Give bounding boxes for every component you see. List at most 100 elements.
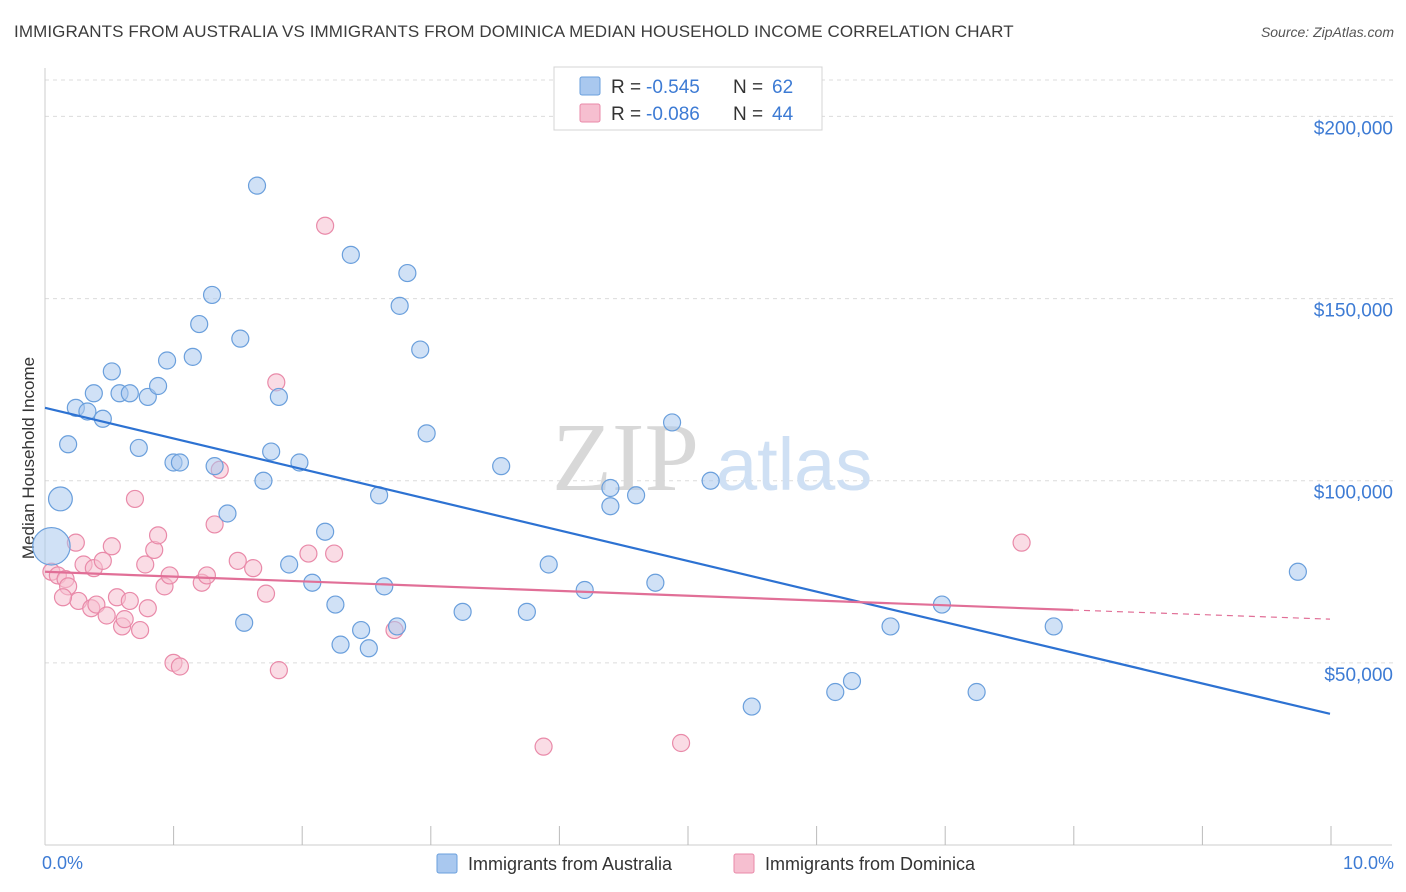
australia-point: [492, 457, 511, 476]
y-tick-label-1: $100,000: [1314, 483, 1393, 504]
dominica-point: [244, 559, 263, 578]
australia-point: [662, 413, 682, 432]
australia-point: [59, 435, 78, 454]
dominica-trend-line: [44, 570, 1074, 612]
australia-swatch: [579, 76, 601, 96]
dominica-point: [205, 515, 224, 534]
dominica-point: [130, 620, 150, 640]
australia-point: [269, 387, 288, 407]
axes: [44, 68, 1392, 846]
australia-point: [262, 442, 281, 461]
dominica-point: [120, 591, 139, 611]
x-tick-label-1: 10.0%: [1343, 853, 1394, 873]
australia-point: [316, 522, 335, 541]
australia-point: [47, 486, 73, 512]
australia-point: [84, 384, 103, 403]
australia-point: [517, 602, 536, 621]
legend-dominica-label: Immigrants from Dominica: [765, 854, 976, 874]
australia-r-label: R =: [611, 77, 641, 98]
australia-point: [326, 595, 345, 614]
australia-point: [78, 402, 97, 421]
dominica-point: [325, 544, 344, 563]
australia-point: [967, 682, 986, 702]
australia-n-value: 62: [772, 77, 793, 98]
australia-point: [601, 478, 620, 498]
australia-point: [742, 697, 761, 716]
dominica-r-value: -0.086: [646, 104, 700, 125]
dominica-point: [102, 537, 121, 556]
x-tick-label-0: 0.0%: [42, 853, 83, 873]
australia-point: [218, 504, 237, 523]
australia-r-value: -0.545: [646, 77, 700, 98]
australia-point: [280, 555, 299, 574]
australia-point: [93, 409, 112, 428]
australia-point: [170, 453, 190, 472]
dominica-point: [256, 584, 276, 603]
dominica-n-label: N =: [733, 104, 763, 125]
australia-point: [626, 486, 646, 505]
legend-dominica-swatch: [733, 853, 755, 874]
stats-legend: R = -0.545 N = 62 R = -0.086 N = 44: [553, 66, 823, 131]
australia-point: [129, 438, 148, 458]
y-tick-labels: $50,000 $100,000 $150,000 $200,000: [1314, 118, 1393, 685]
dominica-r-label: R =: [611, 104, 641, 125]
dominica-point: [170, 657, 190, 676]
australia-trend-line: [44, 406, 1331, 715]
australia-point: [352, 620, 371, 640]
dominica-point: [671, 733, 691, 753]
dominica-points: [42, 216, 1031, 756]
australia-point: [411, 340, 430, 359]
australia-point: [205, 457, 224, 476]
dominica-trend-extension: [1072, 609, 1331, 620]
australia-point: [235, 613, 254, 632]
australia-point: [398, 263, 417, 283]
australia-point: [646, 573, 665, 592]
dominica-point: [148, 526, 168, 545]
australia-point: [842, 671, 862, 691]
australia-point: [341, 245, 360, 264]
legend-australia-swatch: [436, 853, 458, 874]
australia-point: [32, 526, 71, 566]
australia-point: [826, 682, 845, 702]
watermark: ZIP atlas: [552, 404, 872, 512]
y-tick-label-3: $200,000: [1314, 118, 1393, 139]
dominica-point: [534, 737, 553, 756]
australia-point: [881, 617, 900, 636]
dominica-point: [93, 551, 112, 570]
dominica-point: [299, 544, 318, 563]
australia-point: [183, 347, 202, 366]
watermark-atlas: atlas: [716, 423, 872, 506]
dominica-point: [1012, 533, 1031, 552]
y-axis-title: Median Household Income: [19, 357, 38, 559]
dominica-point: [97, 606, 116, 625]
source-label: Source: ZipAtlas.com: [1260, 24, 1394, 40]
dominica-point: [228, 551, 247, 570]
dominica-n-value: 44: [772, 104, 794, 125]
dominica-point: [115, 610, 134, 629]
australia-point: [390, 296, 409, 315]
dominica-point: [53, 588, 73, 607]
australia-point: [417, 424, 436, 443]
y-tick-label-2: $150,000: [1314, 301, 1393, 322]
trend-lines: [44, 406, 1331, 715]
dominica-point: [316, 216, 335, 235]
australia-point: [331, 635, 350, 654]
dominica-point: [125, 489, 145, 509]
australia-point: [120, 384, 139, 403]
australia-point: [231, 329, 250, 348]
dominica-point: [197, 566, 217, 585]
y-tick-label-0: $50,000: [1324, 665, 1393, 686]
grid: [45, 79, 1395, 664]
australia-point: [102, 362, 121, 381]
australia-point: [387, 617, 407, 636]
dominica-point: [136, 555, 155, 574]
australia-point: [575, 580, 594, 600]
x-tick-labels: 0.0% 10.0%: [42, 853, 1394, 873]
australia-point: [247, 176, 267, 195]
australia-point: [453, 602, 472, 621]
dominica-point: [138, 599, 157, 618]
australia-point: [157, 351, 177, 370]
australia-point: [539, 555, 558, 574]
australia-point: [190, 314, 209, 334]
